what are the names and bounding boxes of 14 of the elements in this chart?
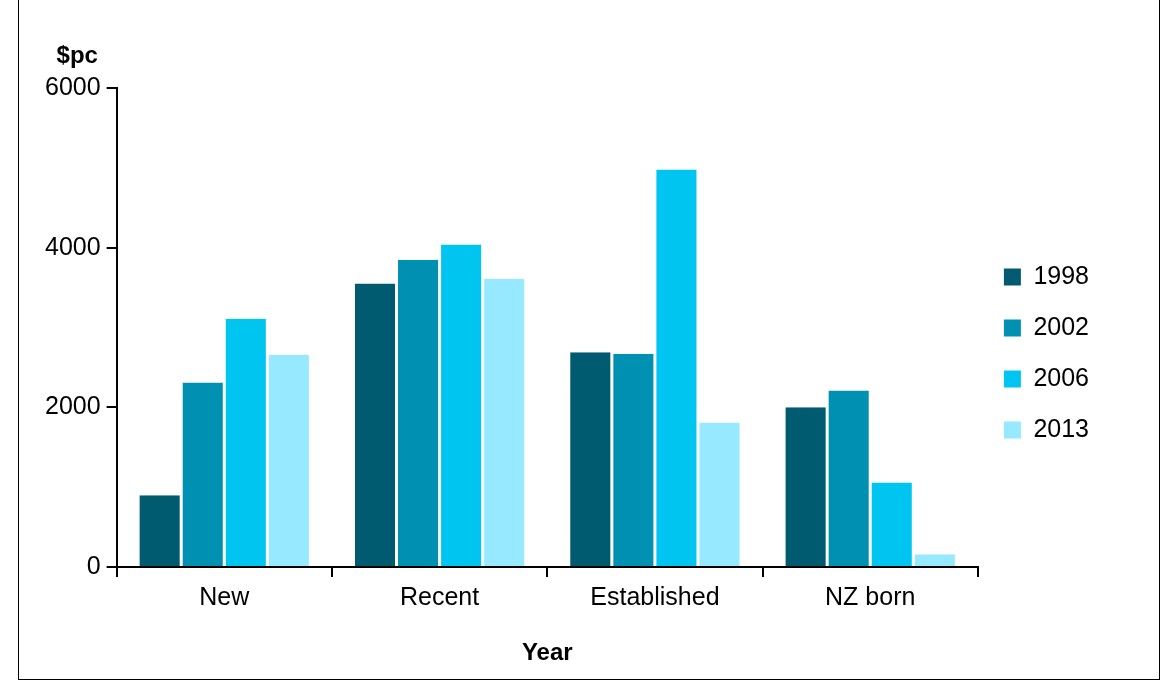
y-tick-label: 6000 [44,71,101,100]
x-axis-title: Year [521,637,573,665]
legend-label: 2002 [1033,311,1090,340]
legend-label: 2013 [1033,413,1090,442]
y-tick-label: 4000 [44,231,101,260]
x-tick-label: Established [590,581,720,610]
x-tick-label: NZ born [825,581,916,610]
y-tick-label: 0 [86,550,101,579]
legend-label: 1998 [1033,260,1090,289]
y-axis-title: $pc [56,40,98,68]
x-tick-label: Recent [399,581,480,610]
x-tick-label: New [199,581,251,610]
y-tick-label: 2000 [44,391,101,420]
legend-label: 2006 [1033,362,1090,391]
